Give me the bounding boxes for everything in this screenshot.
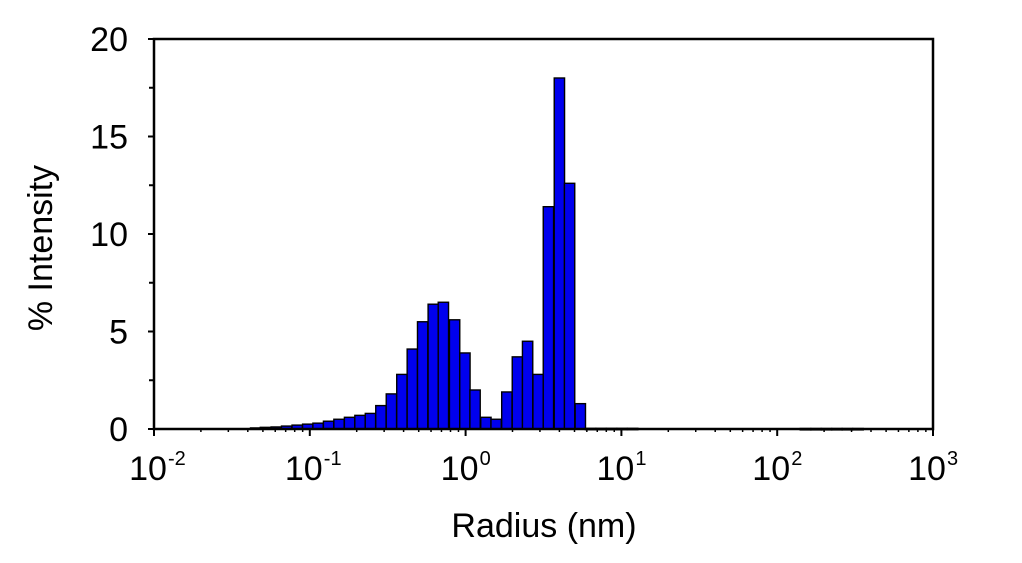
- y-axis: 0 5 10 15 20: [90, 21, 154, 449]
- histogram-bar: [437, 301, 450, 430]
- x-tick-label: 10: [129, 450, 167, 488]
- histogram-bar: [385, 393, 398, 430]
- histogram-bar: [553, 77, 566, 430]
- x-tick-label: 10: [441, 450, 479, 488]
- histogram-bar: [490, 418, 502, 430]
- x-tick-exponent: 2: [791, 448, 802, 470]
- histogram-bar: [354, 414, 366, 430]
- histogram-bar: [427, 303, 440, 430]
- histogram-bar: [511, 356, 524, 430]
- histogram-bar: [343, 416, 356, 430]
- histogram-bar: [396, 373, 408, 430]
- y-tick-label: 0: [109, 411, 128, 449]
- histogram-bar: [500, 391, 513, 430]
- histogram-bar: [333, 418, 345, 430]
- x-tick-label: 10: [908, 450, 946, 488]
- x-tick-label: 10: [285, 450, 323, 488]
- x-tick-label: 10: [596, 450, 634, 488]
- y-tick-label: 20: [90, 21, 128, 59]
- histogram-bar: [532, 373, 544, 430]
- histogram-bar: [416, 321, 429, 430]
- histogram-bar: [459, 352, 471, 430]
- histogram-bar: [521, 340, 534, 430]
- x-axis: 10 -2 10 -1 10 0 10 1 10 2 10 3: [129, 429, 958, 488]
- x-tick-label: 10: [752, 450, 790, 488]
- histogram-bar: [469, 389, 481, 430]
- histogram-bar: [542, 205, 555, 430]
- histogram-bar: [480, 416, 492, 430]
- y-tick-label: 5: [109, 314, 128, 352]
- histogram-bar: [448, 319, 461, 430]
- x-tick-exponent: 3: [947, 448, 958, 470]
- y-axis-title: % Intensity: [22, 165, 60, 331]
- histogram-bar: [406, 348, 419, 430]
- y-tick-label: 15: [90, 119, 128, 157]
- x-tick-exponent: -2: [168, 448, 186, 470]
- histogram-bar: [563, 182, 576, 430]
- x-tick-exponent: -1: [324, 448, 342, 470]
- y-tick-label: 10: [90, 216, 128, 254]
- histogram-bar: [364, 412, 377, 430]
- histogram-bar: [375, 404, 387, 430]
- x-tick-exponent: 0: [480, 448, 491, 470]
- histogram-bar: [574, 402, 587, 430]
- x-axis-title: Radius (nm): [451, 507, 636, 545]
- x-tick-exponent: 1: [635, 448, 646, 470]
